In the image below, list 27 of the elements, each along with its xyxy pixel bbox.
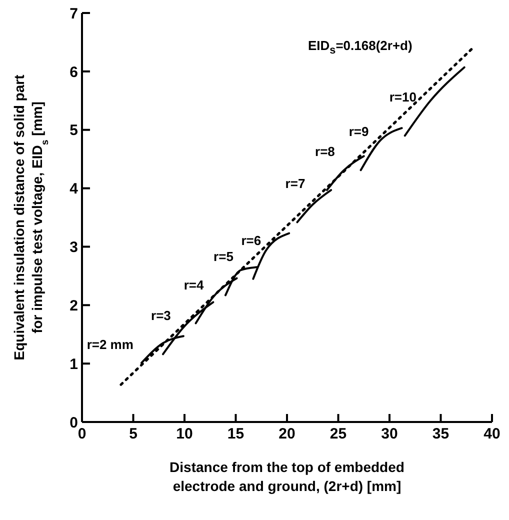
- x-tick-label: 5: [129, 426, 138, 443]
- x-tick-label: 25: [330, 426, 347, 443]
- y-tick-label: 2: [70, 297, 78, 314]
- x-axis-title: Distance from the top of embedded electrode and ground, (2r+d) [mm]: [170, 459, 404, 494]
- y-tick-label: 5: [70, 122, 78, 140]
- y-tick-label: 1: [70, 356, 78, 373]
- series-label: r=8: [315, 144, 335, 160]
- series-label: r=3: [151, 308, 171, 324]
- y-tick-label: 4: [70, 180, 79, 198]
- series-label: r=2 mm: [86, 336, 134, 352]
- x-tick-label: 35: [432, 426, 450, 443]
- x-tick-label: 30: [381, 426, 398, 443]
- series-label: r=5: [214, 249, 234, 264]
- y-tick-label: 3: [70, 239, 78, 256]
- x-tick-label: 40: [484, 426, 500, 443]
- series-label: r=9: [348, 124, 369, 140]
- series-label: r=6: [241, 232, 262, 248]
- x-tick-label: 20: [278, 426, 296, 443]
- series-label: r=4: [184, 277, 204, 292]
- x-tick-label: 10: [176, 426, 193, 443]
- y-tick-label: 7: [70, 5, 78, 22]
- equation-text: EID$_{s}$=0.168(2r+d): [308, 38, 412, 57]
- y-tick-label: 0: [70, 414, 78, 432]
- series-label: r=7: [285, 176, 306, 192]
- y-tick-label: 6: [70, 64, 78, 81]
- series-label: r=10: [389, 90, 416, 105]
- x-tick-label: 15: [227, 426, 244, 443]
